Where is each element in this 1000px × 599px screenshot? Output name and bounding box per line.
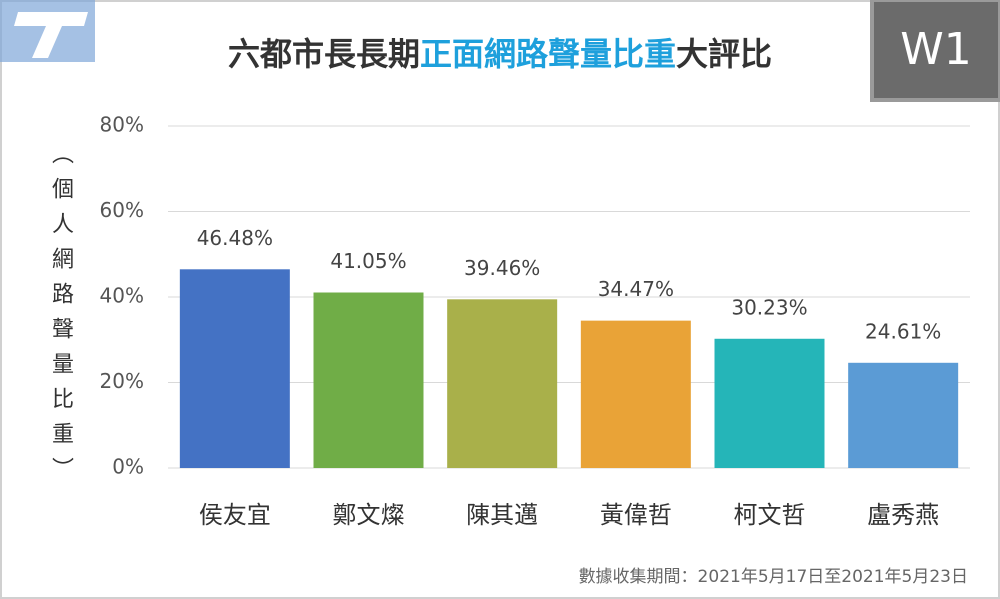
footnote: 數據收集期間：2021年5月17日至2021年5月23日 [579, 567, 968, 587]
badge: W1 [900, 24, 972, 75]
title-part: 正面網路聲量比重 [420, 35, 676, 73]
y-tick-label: 40% [100, 284, 144, 308]
x-tick-label: 陳其邁 [466, 501, 538, 529]
y-tick-label: 80% [100, 113, 144, 137]
logo [0, 0, 95, 62]
y-tick-label: 60% [100, 198, 144, 222]
badge-box [870, 0, 1000, 102]
data-label: 30.23% [731, 295, 807, 319]
data-label: 34.47% [598, 277, 674, 301]
title-part: 六都市長長期 [228, 35, 420, 73]
bar [313, 292, 424, 468]
bar [447, 299, 558, 468]
x-tick-label: 黃偉哲 [600, 501, 672, 529]
bar [848, 362, 959, 468]
data-label: 39.46% [464, 256, 540, 280]
data-label: 41.05% [330, 249, 406, 273]
x-tick-label: 柯文哲 [734, 501, 806, 529]
data-label: 46.48% [197, 226, 273, 250]
y-axis-label: （個人網路聲量比重） [48, 142, 73, 492]
chart-title: 六都市長長期正面網路聲量比重大評比 [228, 35, 772, 73]
title-part: 大評比 [676, 35, 772, 73]
x-tick-label: 盧秀燕 [867, 501, 939, 529]
y-tick-label: 20% [100, 369, 144, 393]
x-tick-label: 侯友宜 [199, 501, 271, 529]
data-label: 24.61% [865, 319, 941, 343]
x-tick-label: 鄭文燦 [333, 501, 405, 529]
bar [580, 320, 691, 468]
bar [714, 338, 825, 468]
bar [179, 269, 290, 468]
y-tick-label: 0% [112, 455, 144, 479]
